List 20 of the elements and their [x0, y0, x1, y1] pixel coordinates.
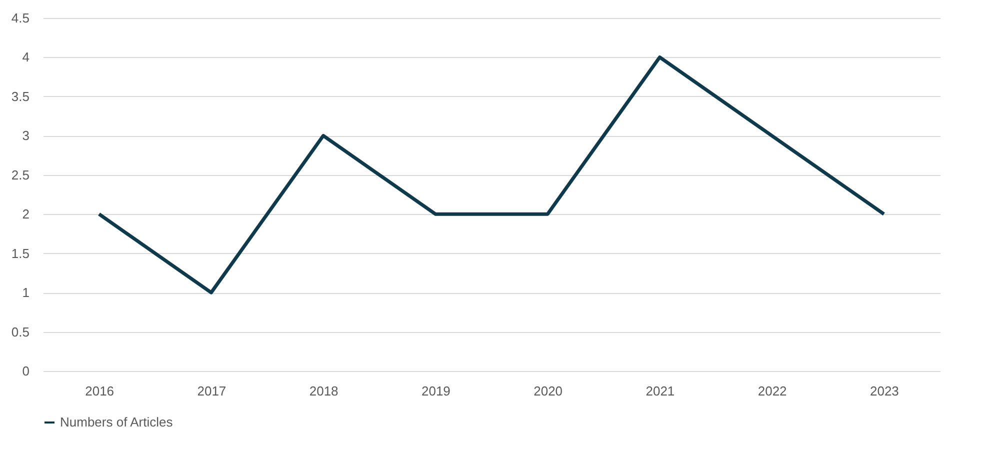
y-tick-label: 4.5 [11, 10, 30, 26]
x-tick-label: 2017 [197, 384, 226, 398]
y-tick-label: 1 [22, 285, 30, 300]
y-tick-label: 2.5 [11, 167, 30, 182]
x-tick-label: 2019 [421, 384, 450, 398]
y-tick-label: 3.5 [11, 88, 30, 104]
x-tick-label: 2022 [758, 384, 787, 398]
y-tick-label: 2 [22, 206, 30, 222]
y-tick-label: 0.5 [11, 324, 30, 340]
x-tick-label: 2016 [85, 384, 114, 398]
x-tick-label: 2018 [309, 384, 338, 398]
x-tick-label: 2020 [534, 384, 563, 398]
y-tick-label: 3 [22, 128, 30, 144]
x-tick-label: 2021 [646, 384, 675, 398]
line-series [97, 55, 886, 294]
y-tick-label: 1.5 [11, 246, 30, 261]
legend-label: Numbers of Articles [60, 414, 174, 430]
x-tick-label: 2023 [870, 384, 899, 398]
y-tick-label: 0 [22, 364, 30, 378]
y-tick-label: 4 [22, 50, 30, 65]
